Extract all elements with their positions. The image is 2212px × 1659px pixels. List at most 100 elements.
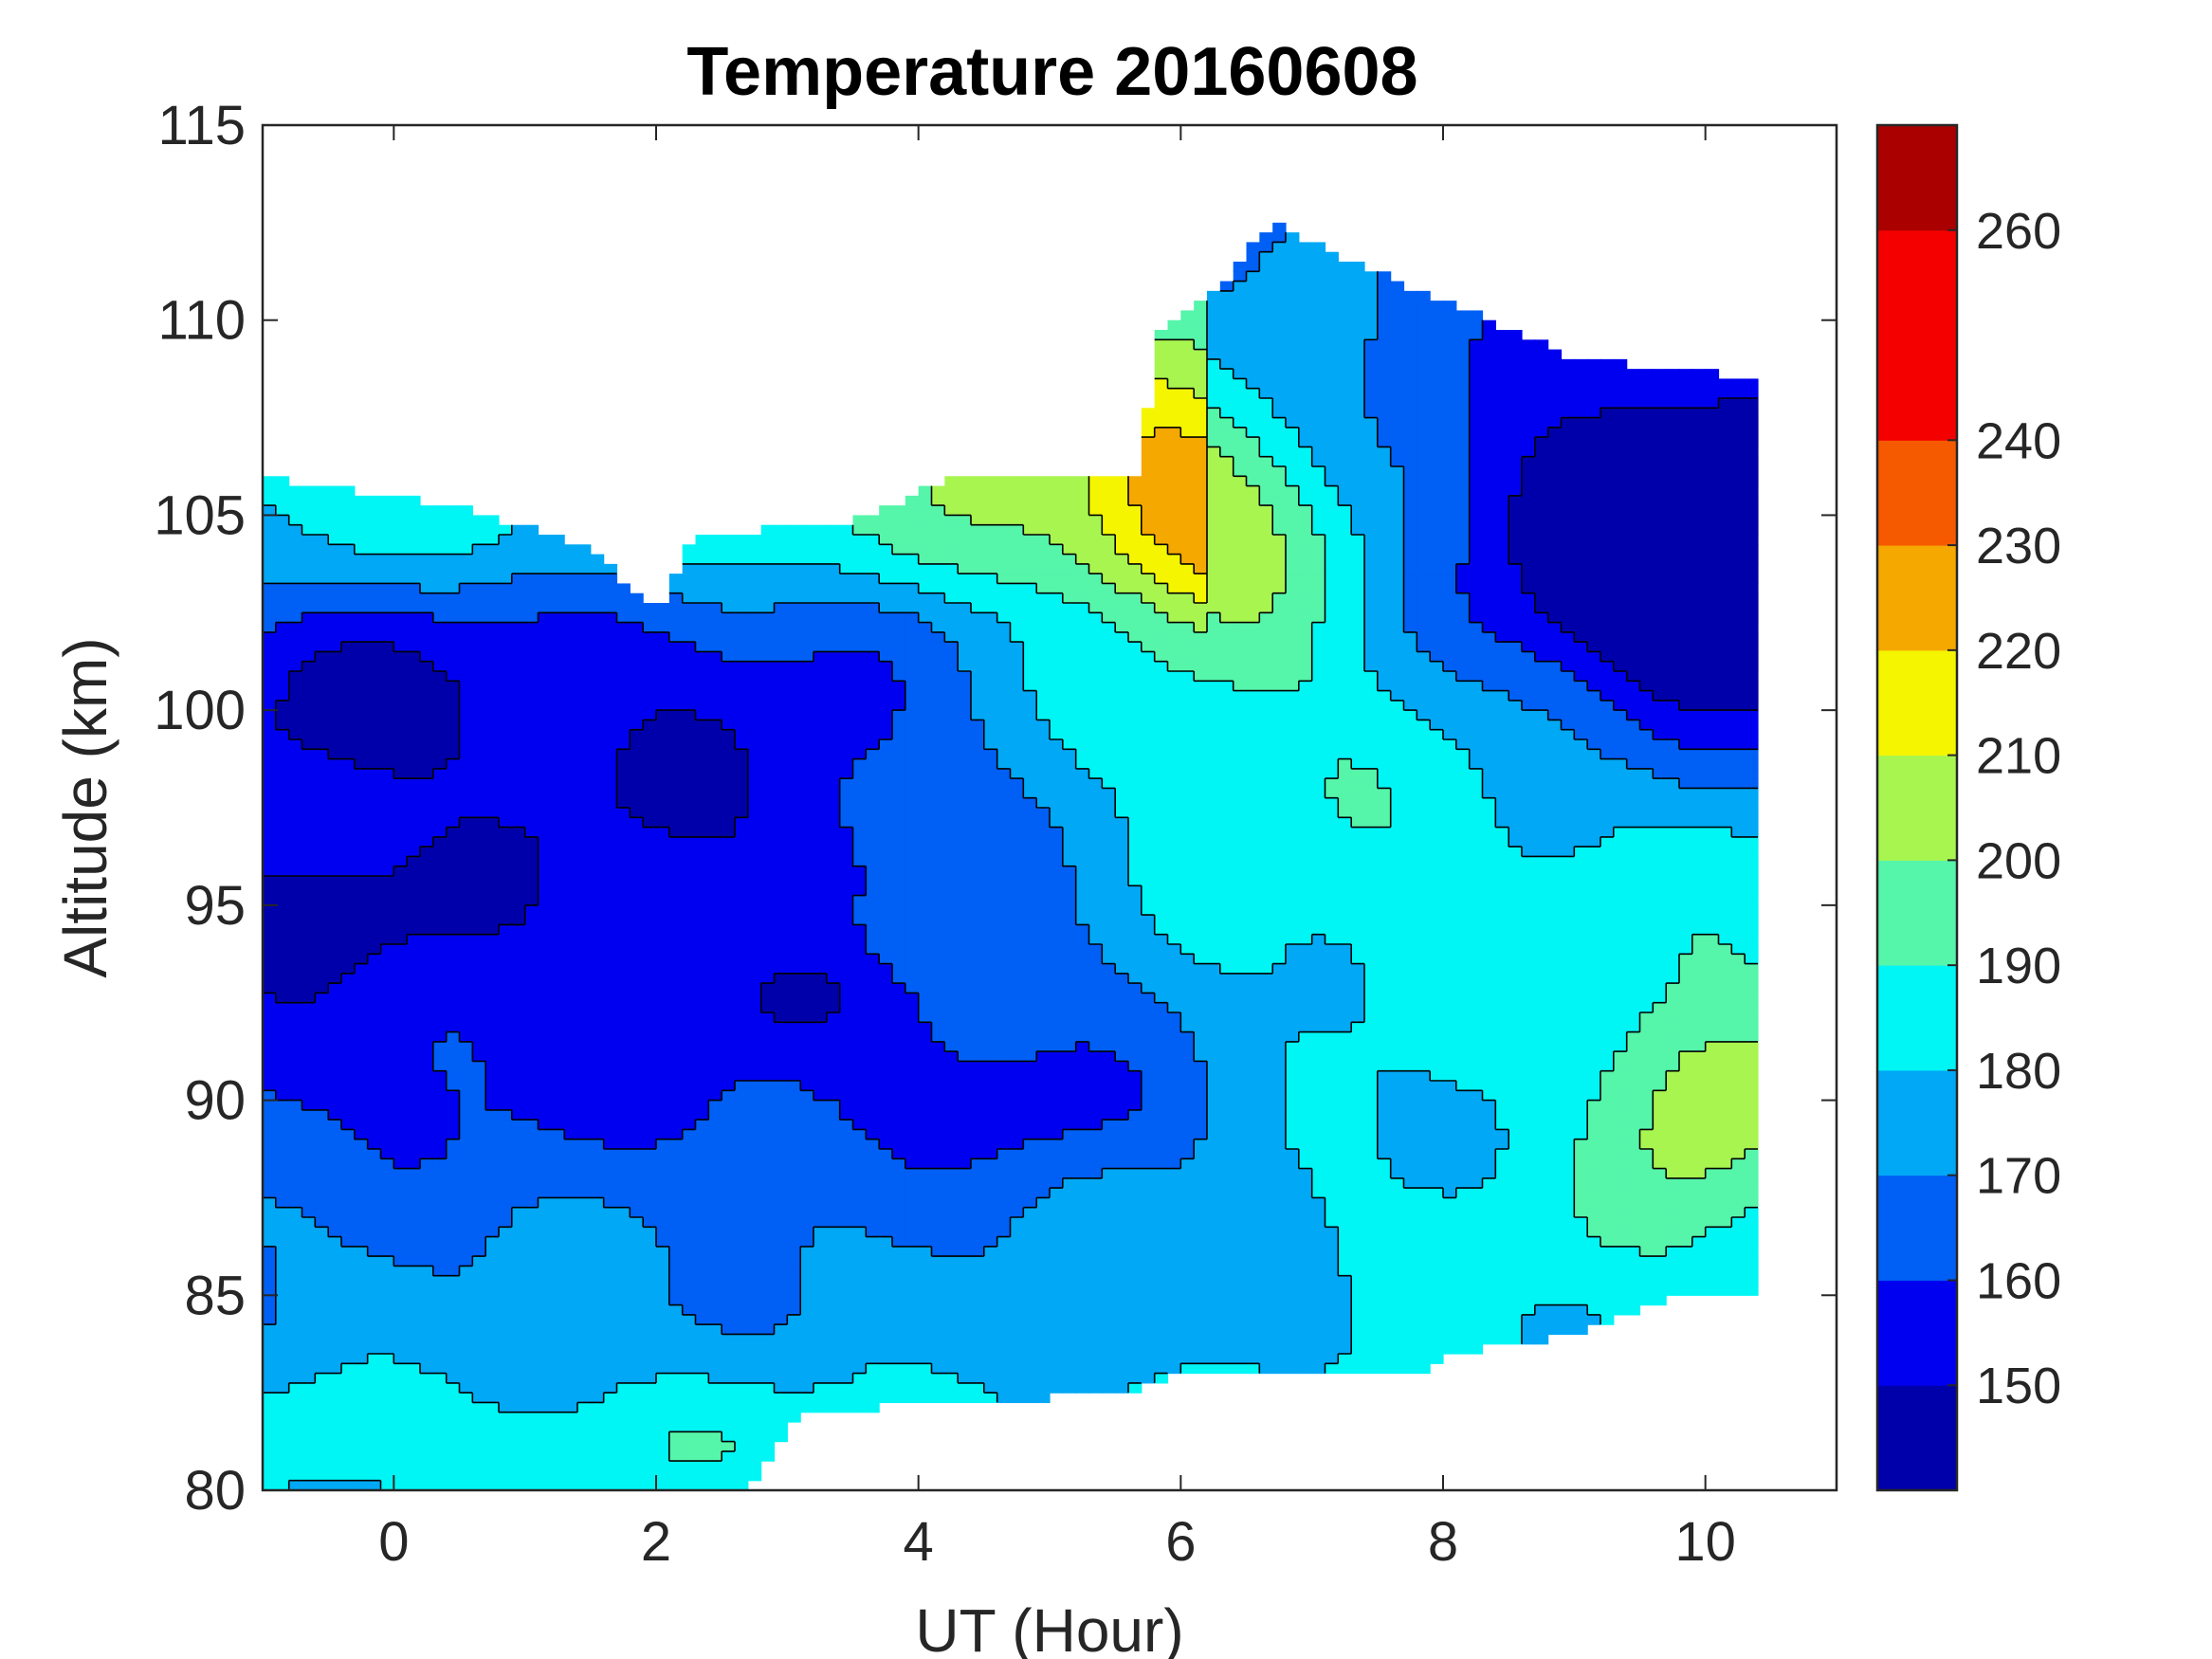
contour-cell bbox=[879, 1236, 893, 1248]
contour-cell bbox=[892, 1139, 906, 1150]
contour-cell bbox=[302, 1324, 316, 1336]
contour-cell bbox=[341, 1168, 356, 1179]
contour-cell bbox=[814, 924, 828, 936]
contour-cell bbox=[814, 1363, 828, 1375]
contour-cell bbox=[814, 1120, 828, 1131]
contour-cell bbox=[524, 603, 539, 613]
contour-cell bbox=[643, 1168, 657, 1179]
contour-cell bbox=[735, 847, 749, 858]
contour-cell bbox=[695, 729, 709, 740]
contour-cell bbox=[380, 661, 394, 672]
contour-cell bbox=[263, 1022, 277, 1033]
contour-cell bbox=[866, 544, 880, 556]
contour-cell bbox=[866, 1188, 880, 1199]
contour-cell bbox=[263, 622, 277, 633]
contour-cell bbox=[420, 1431, 434, 1443]
contour-cell bbox=[735, 592, 749, 604]
contour-cell bbox=[800, 1090, 814, 1102]
contour-cell bbox=[708, 671, 722, 682]
contour-cell bbox=[682, 788, 697, 799]
contour-cell bbox=[892, 1100, 906, 1111]
contour-cell bbox=[905, 495, 920, 506]
contour-cell bbox=[826, 603, 841, 613]
contour-cell bbox=[524, 944, 539, 955]
contour-cell bbox=[499, 710, 513, 721]
contour-cell bbox=[393, 1256, 408, 1267]
contour-cell bbox=[499, 1041, 513, 1052]
contour-cell bbox=[328, 603, 342, 613]
contour-cell bbox=[315, 1109, 329, 1121]
contour-cell bbox=[839, 612, 854, 624]
contour-cell bbox=[472, 934, 486, 945]
contour-cell bbox=[302, 1149, 316, 1159]
contour-cell bbox=[459, 768, 473, 779]
contour-cell bbox=[760, 1120, 776, 1131]
contour-cell bbox=[630, 1441, 644, 1452]
contour-cell bbox=[682, 1061, 697, 1072]
contour-cell bbox=[354, 1207, 369, 1218]
contour-cell bbox=[432, 827, 448, 838]
contour-cell bbox=[538, 612, 552, 624]
contour-cell bbox=[315, 758, 329, 770]
contour-cell bbox=[643, 1246, 657, 1257]
contour-cell bbox=[538, 973, 552, 984]
contour-cell bbox=[682, 827, 697, 838]
contour-cell bbox=[826, 1051, 841, 1063]
contour-cell bbox=[656, 934, 670, 945]
contour-cell bbox=[918, 1022, 933, 1033]
contour-cell bbox=[328, 944, 342, 955]
contour-cell bbox=[695, 1382, 709, 1394]
contour-cell bbox=[302, 535, 316, 545]
contour-cell bbox=[551, 1177, 565, 1189]
contour-cell bbox=[931, 1149, 945, 1159]
contour-cell bbox=[524, 1149, 539, 1159]
contour-cell bbox=[708, 1070, 722, 1082]
contour-cell bbox=[826, 847, 841, 858]
contour-cell bbox=[354, 690, 369, 702]
contour-cell bbox=[774, 1158, 788, 1170]
contour-cell bbox=[708, 544, 722, 556]
contour-cell bbox=[656, 1197, 670, 1209]
contour-cell bbox=[918, 495, 933, 506]
contour-cell bbox=[826, 739, 841, 750]
contour-cell bbox=[393, 720, 408, 731]
contour-cell bbox=[722, 983, 736, 994]
contour-cell bbox=[485, 788, 500, 799]
contour-cell bbox=[695, 1022, 709, 1033]
contour-cell bbox=[524, 1158, 539, 1170]
contour-cell bbox=[814, 866, 828, 877]
contour-cell bbox=[826, 954, 841, 965]
contour-cell bbox=[564, 1120, 578, 1131]
contour-cell bbox=[263, 1061, 277, 1072]
contour-cell bbox=[800, 1149, 814, 1159]
contour-cell bbox=[459, 836, 473, 848]
contour-cell bbox=[800, 1266, 814, 1277]
contour-cell bbox=[760, 1285, 776, 1296]
contour-cell bbox=[328, 836, 342, 848]
contour-cell bbox=[826, 1177, 841, 1189]
contour-cell bbox=[263, 583, 277, 594]
contour-cell bbox=[315, 515, 329, 526]
contour-cell bbox=[839, 1314, 854, 1325]
contour-cell bbox=[774, 1382, 788, 1394]
contour-cell bbox=[668, 1304, 684, 1316]
contour-cell bbox=[630, 1070, 644, 1082]
contour-cell bbox=[328, 1304, 342, 1316]
contour-cell bbox=[393, 642, 408, 653]
contour-cell bbox=[432, 1149, 448, 1159]
contour-cell bbox=[747, 1314, 762, 1325]
contour-cell bbox=[852, 612, 867, 624]
contour-cell bbox=[341, 924, 356, 936]
contour-cell bbox=[328, 827, 342, 838]
contour-cell bbox=[656, 1266, 670, 1277]
contour-cell bbox=[367, 1081, 382, 1091]
contour-cell bbox=[524, 973, 539, 984]
contour-cell bbox=[905, 1129, 920, 1140]
contour-cell bbox=[839, 1197, 854, 1209]
contour-cell bbox=[407, 1275, 421, 1286]
contour-cell bbox=[866, 583, 880, 594]
contour-cell bbox=[367, 1402, 382, 1413]
contour-cell bbox=[577, 1109, 592, 1121]
contour-cell bbox=[866, 1149, 880, 1159]
contour-cell bbox=[407, 592, 421, 604]
